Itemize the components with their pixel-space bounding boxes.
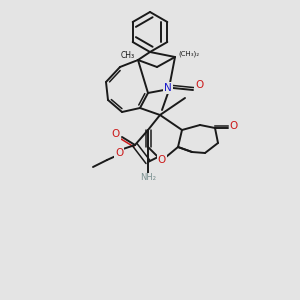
Text: O: O: [115, 148, 123, 158]
Text: O: O: [195, 80, 203, 90]
Text: N: N: [164, 83, 172, 93]
Text: O: O: [230, 121, 238, 131]
Text: CH₃: CH₃: [121, 50, 135, 59]
Text: O: O: [112, 129, 120, 139]
Text: O: O: [158, 155, 166, 165]
Text: (CH₃)₂: (CH₃)₂: [178, 51, 200, 57]
Text: NH₂: NH₂: [140, 173, 156, 182]
